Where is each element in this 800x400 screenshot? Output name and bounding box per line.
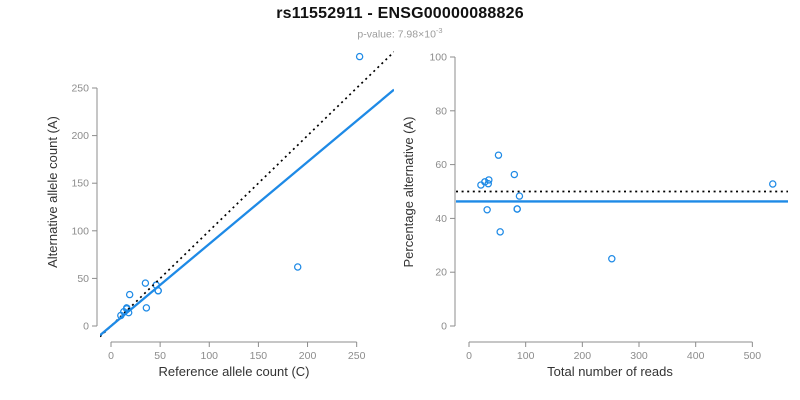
data-point <box>125 290 134 299</box>
percentage-scatter-chart: 0 100 200 300 400 500 0 20 40 60 80 100 Total number… <box>401 52 788 379</box>
x-tick-label: 300 <box>630 350 648 362</box>
y-tick-label: 250 <box>71 83 89 95</box>
data-point <box>510 170 519 179</box>
x-tick-label: 200 <box>574 350 592 362</box>
data-point <box>484 179 492 188</box>
x-tick-label: 150 <box>250 350 268 362</box>
allele-count-scatter-chart: 0 50 100 150 200 250 0 50 100 150 200 250 Reference … <box>45 51 394 379</box>
data-point <box>515 192 524 200</box>
x-tick-label: 400 <box>687 350 705 362</box>
y-tick-label: 80 <box>435 105 447 117</box>
x-tick-label: 250 <box>348 350 366 362</box>
y-tick-label: 100 <box>429 52 447 64</box>
pvalue-exponent: -3 <box>435 26 443 35</box>
y-tick-label: 100 <box>71 225 89 237</box>
y-tick-label: 150 <box>71 178 89 190</box>
y-axis-title: Percentage alternative (A) <box>401 116 416 267</box>
data-point <box>355 52 364 61</box>
y-tick-label: 20 <box>435 267 447 279</box>
x-tick-label: 0 <box>108 350 114 362</box>
expected-1-to-1-line <box>100 51 394 338</box>
data-point <box>496 228 504 236</box>
data-point <box>142 304 151 312</box>
y-axis-title: Alternative allele count (A) <box>45 116 60 268</box>
plot-title: rs11552911 - ENSG00000088826 <box>276 5 524 22</box>
data-point <box>494 151 503 159</box>
percentage-scatter-panel: 0 100 200 300 400 500 0 20 40 60 80 100 Total number… <box>400 40 800 400</box>
x-tick-label: 0 <box>466 350 472 362</box>
data-point <box>122 304 131 312</box>
data-point <box>608 255 616 263</box>
y-tick-label: 40 <box>435 213 447 225</box>
plot-subtitle: p-value: 7.98×10-3 <box>0 26 800 41</box>
pvalue-text: p-value: 7.98×10 <box>357 28 436 41</box>
data-point <box>513 205 521 213</box>
y-tick-label: 60 <box>435 159 447 171</box>
x-tick-label: 200 <box>299 350 317 362</box>
plot-header: rs11552911 - ENSG00000088826 p-value: 7.… <box>0 5 800 41</box>
data-point <box>483 206 491 214</box>
data-point <box>485 176 493 184</box>
allele-count-scatter-panel: 0 50 100 150 200 250 0 50 100 150 200 250 Reference … <box>0 40 400 400</box>
fitted-allelic-ratio-line <box>100 88 394 337</box>
y-tick-label: 50 <box>77 273 89 285</box>
data-point <box>293 263 302 271</box>
x-axis-title: Reference allele count (C) <box>158 364 309 379</box>
data-point <box>769 180 777 188</box>
y-tick-label: 200 <box>71 130 89 142</box>
x-tick-label: 500 <box>744 350 762 362</box>
y-tick-label: 0 <box>83 321 89 333</box>
x-tick-label: 100 <box>517 350 535 362</box>
y-tick-label: 0 <box>441 321 447 333</box>
x-axis-title: Total number of reads <box>547 364 673 379</box>
x-tick-label: 50 <box>154 350 166 362</box>
data-point <box>141 279 150 287</box>
x-tick-label: 100 <box>201 350 219 362</box>
